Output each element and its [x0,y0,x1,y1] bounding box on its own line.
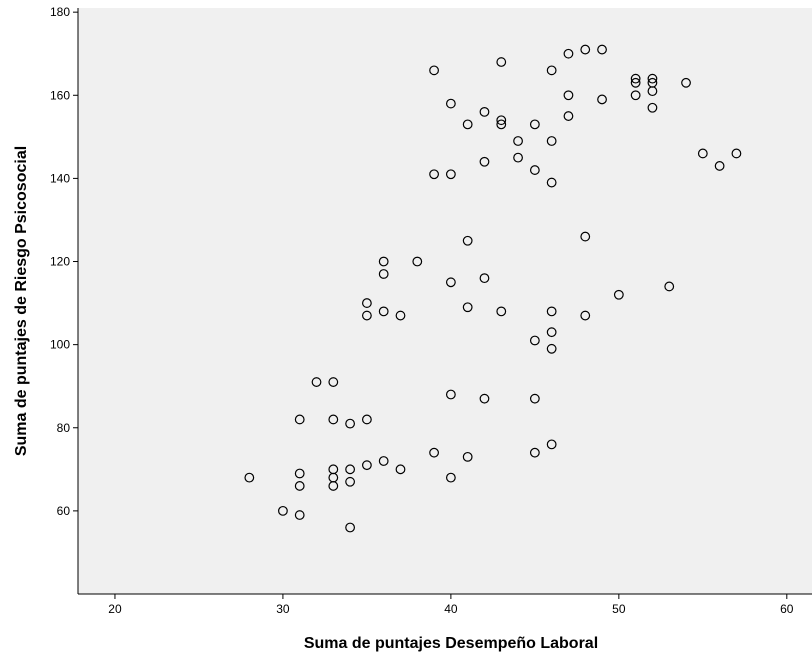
data-point [563,48,574,59]
data-point [429,169,439,180]
data-point [294,468,305,479]
data-point [613,289,624,300]
data-point [513,136,523,146]
data-point [328,377,339,387]
x-axis-title: Suma de puntajes Desempeño Laboral [304,635,598,652]
data-point [361,298,372,308]
data-point [462,451,473,462]
data-point [462,119,473,130]
data-point [345,476,356,487]
data-point [395,464,406,475]
data-point [429,447,439,458]
y-axis-ticks: 60 80 100 120 140 160 180 [50,5,78,518]
y-tick-label: 120 [50,255,70,269]
data-point [496,57,507,67]
data-point [630,90,641,101]
data-point [496,119,507,130]
x-tick-label: 50 [612,602,626,616]
x-tick-label: 20 [108,602,122,616]
data-points [244,44,742,533]
data-point [395,310,406,321]
data-point [479,156,490,167]
data-point [597,94,607,105]
data-point [529,165,540,175]
data-point [529,119,540,130]
data-point [580,231,591,242]
data-point [429,65,439,76]
data-point [445,389,456,400]
data-point [294,510,305,520]
data-point [361,414,372,425]
data-point [714,161,725,171]
data-point [445,98,456,109]
data-point [546,306,557,317]
data-point [580,310,591,321]
data-point [563,90,574,101]
y-tick-label: 140 [50,171,70,185]
data-point [412,256,423,267]
data-point [311,377,322,387]
y-tick-label: 80 [57,421,71,435]
data-point [294,481,305,491]
x-tick-label: 60 [780,602,794,616]
data-point [546,177,557,188]
data-point [445,277,456,288]
data-point [328,414,339,425]
data-point [361,310,372,321]
data-point [513,152,523,163]
data-point [580,44,591,55]
data-point [647,86,658,97]
data-point [479,273,490,284]
data-point [479,107,490,117]
y-tick-label: 180 [50,5,70,19]
data-point [697,148,708,159]
data-point [462,302,473,313]
data-point [546,65,557,76]
data-point [378,269,389,279]
data-point [546,439,557,450]
x-tick-label: 40 [444,602,458,616]
data-point [597,44,607,55]
data-point [546,136,557,146]
data-point [681,77,691,88]
data-point [378,256,389,267]
data-point [462,235,473,246]
data-point [361,460,372,471]
data-point [294,414,305,425]
data-point [529,393,540,404]
data-point [529,447,540,458]
data-point [378,456,389,466]
y-tick-label: 60 [57,504,71,518]
data-point [445,472,456,483]
plot-area [78,8,812,594]
data-point [647,102,658,113]
data-point [345,522,356,533]
y-tick-label: 100 [50,338,70,352]
data-point [496,115,507,126]
data-point [445,169,456,180]
data-point [345,418,356,429]
x-axis-ticks: 20 30 40 50 60 [108,594,794,616]
data-point [278,505,288,516]
data-point [378,306,389,317]
data-point [546,343,557,354]
y-tick-label: 160 [50,88,70,102]
data-point [244,472,255,483]
data-point [328,481,339,491]
data-point [345,464,356,475]
x-tick-label: 30 [276,602,290,616]
data-point [563,111,574,121]
data-point [664,281,675,292]
data-point [630,73,641,84]
data-point [479,393,490,404]
data-point [496,306,507,317]
data-point [546,327,557,338]
y-axis-title: Suma de puntajes de Riesgo Psicosocial [13,146,30,456]
data-point [630,77,641,88]
data-point [647,73,658,84]
data-point [529,335,540,346]
data-point [731,148,742,159]
